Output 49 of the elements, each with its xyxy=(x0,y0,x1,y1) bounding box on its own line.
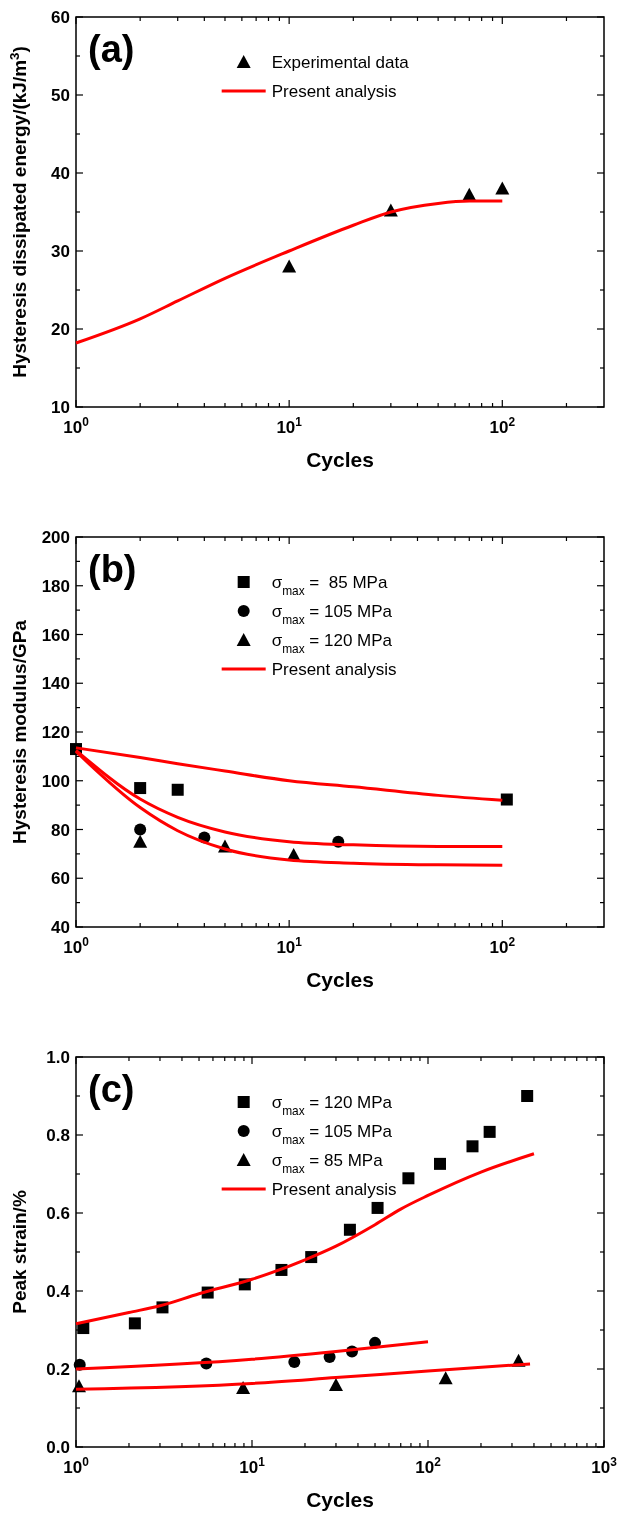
chart-title: (c) xyxy=(88,1068,135,1110)
y-tick-label: 120 xyxy=(41,723,70,742)
y-tick-label: 60 xyxy=(51,8,70,27)
legend-label: Present analysis xyxy=(271,660,397,679)
y-tick-label: 200 xyxy=(41,528,70,547)
y-tick-label: 10 xyxy=(51,398,70,417)
x-tick-label: 10$^{1}$ xyxy=(239,1455,266,1477)
y-tick-label: 0.2 xyxy=(46,1360,70,1379)
x-tick-label: 10$^{0}$ xyxy=(63,1455,90,1477)
y-tick-label: 140 xyxy=(41,674,70,694)
x-axis-title: Cycles xyxy=(306,1488,374,1511)
y-tick-label: 0.6 xyxy=(46,1204,70,1223)
y-tick-label: 40 xyxy=(51,164,70,183)
legend-label: σ$_{max}$ = 120 MPa xyxy=(271,1093,393,1118)
y-tick-label: 50 xyxy=(51,86,70,105)
x-tick-label: 10$^{3}$ xyxy=(591,1455,618,1477)
y-tick-label: 60 xyxy=(51,869,70,889)
y-tick-label: 30 xyxy=(51,242,70,261)
legend-label: σ$_{max}$ = 85 MPa xyxy=(271,1151,384,1176)
y-tick-label: 20 xyxy=(51,320,70,339)
legend-label: Present analysis xyxy=(271,82,397,101)
legend-label: σ$_{max}$ = 105 MPa xyxy=(271,602,393,627)
x-tick-label: 10$^{1}$ xyxy=(276,935,303,957)
x-tick-label: 10$^{2}$ xyxy=(489,935,516,957)
y-tick-label: 0.8 xyxy=(46,1126,70,1145)
y-tick-label: 0.4 xyxy=(46,1282,71,1301)
legend-label: σ$_{max}$ = 85 MPa xyxy=(271,573,388,598)
y-axis-title: Peak strain/% xyxy=(9,1190,30,1314)
y-tick-label: 100 xyxy=(41,771,70,791)
legend-label: Present analysis xyxy=(271,1180,397,1199)
x-tick-label: 10$^{2}$ xyxy=(415,1455,442,1477)
x-tick-label: 10$^{2}$ xyxy=(489,415,516,437)
x-tick-label: 10$^{0}$ xyxy=(63,935,90,957)
y-tick-label: 40 xyxy=(51,918,70,937)
legend-label: Experimental data xyxy=(271,53,410,72)
y-tick-label: 1.0 xyxy=(46,1048,70,1067)
x-tick-label: 10$^{0}$ xyxy=(63,415,90,437)
legend-label: σ$_{max}$ = 120 MPa xyxy=(271,631,393,656)
y-tick-label: 180 xyxy=(41,576,70,596)
y-tick-label: 80 xyxy=(51,820,70,840)
x-axis-title: Cycles xyxy=(306,968,374,991)
x-tick-label: 10$^{1}$ xyxy=(276,415,303,437)
chart-title: (b) xyxy=(88,548,137,590)
y-tick-label: 0.0 xyxy=(46,1438,70,1457)
y-tick-label: 160 xyxy=(41,625,70,645)
legend-label: σ$_{max}$ = 105 MPa xyxy=(271,1122,393,1147)
x-axis-title: Cycles xyxy=(306,448,374,471)
y-axis-title: Hysteresis modulus/GPa xyxy=(9,619,30,844)
chart-title: (a) xyxy=(88,28,135,70)
